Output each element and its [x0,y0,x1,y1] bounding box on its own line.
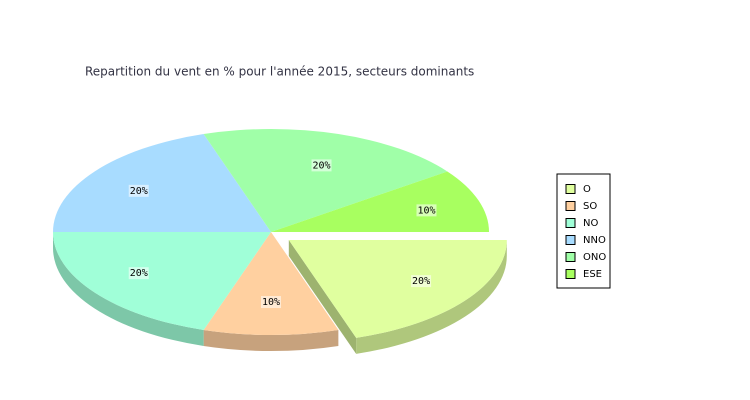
legend-swatch [565,201,576,211]
legend-label: O [583,184,591,195]
value-label: 20% [312,160,330,171]
value-label-bg [416,204,437,217]
legend-label: SO [583,201,597,212]
legend-swatch [565,184,576,194]
slice [53,134,271,232]
value-label-bg [261,296,281,309]
value-label-bg [411,275,432,288]
value-label-bg [311,159,332,172]
slice [271,171,489,232]
value-label: 20% [412,276,430,287]
value-label-bg [128,184,149,197]
legend-swatch [565,235,576,245]
legend-swatch [565,252,576,262]
slice [203,129,448,232]
value-label-bg [128,267,149,280]
value-label: 20% [130,268,148,279]
value-label: 20% [130,186,148,197]
value-label: 10% [262,297,280,308]
legend-swatch [565,218,576,228]
slice-side [288,239,357,354]
legend-label: ESE [583,269,602,280]
slice-side [52,232,204,346]
chart-title: Repartition du vent en % pour l'année 20… [85,65,474,79]
legend-label: NNO [583,235,606,246]
slice [203,232,339,336]
legend-swatch [565,269,576,279]
value-label: 10% [417,205,435,216]
legend-label: ONO [583,252,606,263]
slice [52,232,272,330]
legend-label: NO [583,218,598,229]
slice-side [203,329,339,351]
slice-side [356,239,507,354]
slice [288,239,507,338]
